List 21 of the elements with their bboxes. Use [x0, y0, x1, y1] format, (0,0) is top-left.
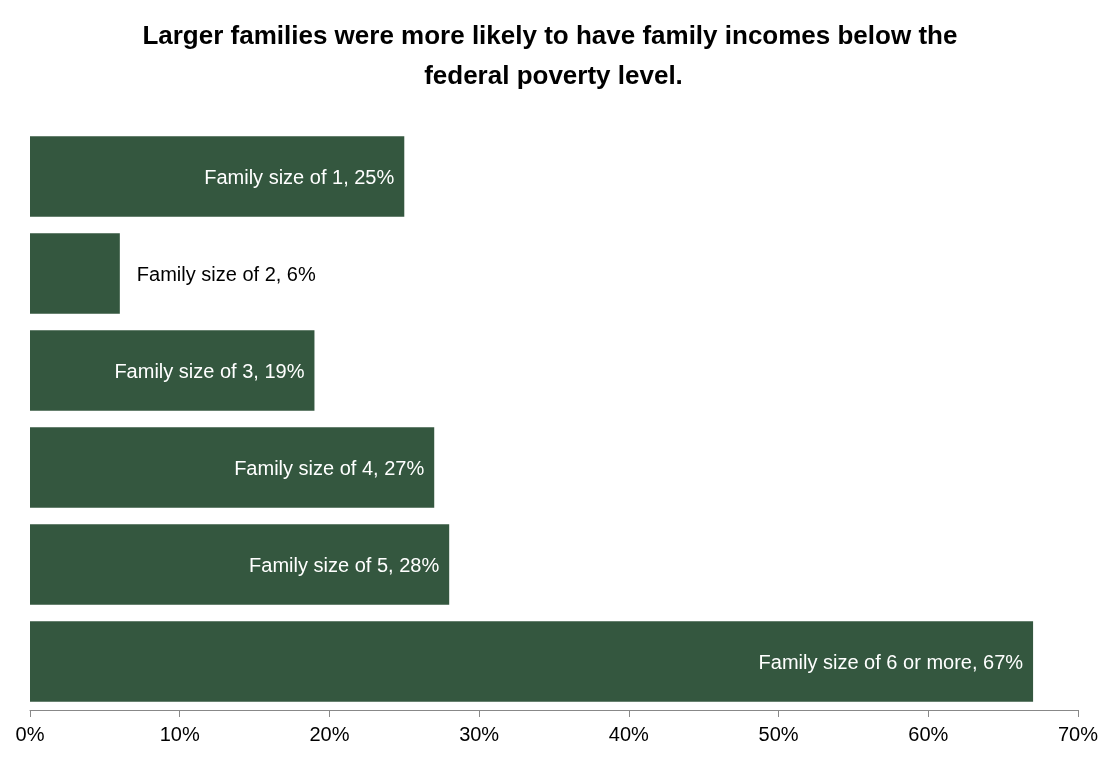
- x-tick-label: 20%: [309, 723, 350, 745]
- x-tick-label: 10%: [159, 723, 200, 745]
- x-tick-label: 30%: [459, 723, 500, 745]
- bar: [30, 427, 435, 508]
- bar: [30, 233, 120, 314]
- bar: [30, 330, 315, 411]
- bar: [30, 621, 1034, 702]
- data-label: Family size of 5, 28%: [249, 553, 440, 576]
- bar: [30, 524, 450, 605]
- data-label: Family size of 3, 19%: [114, 359, 305, 382]
- bar: [30, 136, 405, 217]
- chart-title: Larger families were more likely to have family incomes below the federal poverty level.: [142, 20, 965, 90]
- data-label: Family size of 2, 6%: [136, 262, 316, 285]
- x-tick-label: 40%: [608, 723, 650, 745]
- data-label: Family size of 1, 25%: [204, 165, 395, 188]
- x-tick-label: 0%: [15, 723, 45, 745]
- data-label: Family size of 4, 27%: [234, 456, 425, 479]
- x-tick-label: 70%: [1057, 723, 1099, 745]
- data-label: Family size of 6 or more, 67%: [758, 650, 1024, 673]
- x-tick-label: 60%: [908, 723, 949, 745]
- x-tick-label: 50%: [758, 723, 799, 745]
